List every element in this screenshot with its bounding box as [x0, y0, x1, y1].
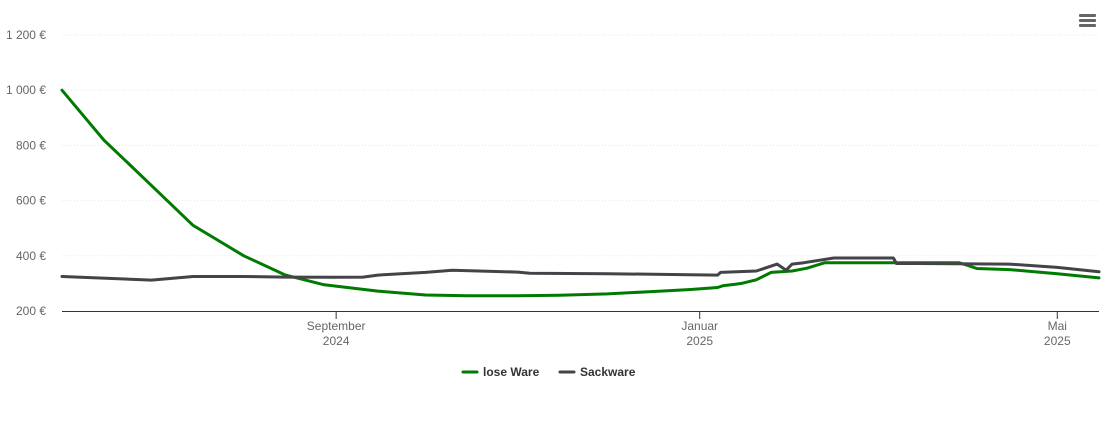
hamburger-menu-icon[interactable]	[1076, 10, 1100, 32]
x-tick-label-year: 2025	[686, 334, 713, 348]
y-tick-label: 600 €	[16, 194, 46, 208]
legend-label: Sackware	[580, 365, 636, 379]
y-tick-label: 800 €	[16, 138, 46, 152]
menu-bar-middle	[1079, 19, 1096, 22]
legend[interactable]: lose Ware Sackware	[461, 365, 636, 379]
x-tick-label-year: 2024	[323, 334, 350, 348]
series-line-sackware[interactable]	[60, 256, 1101, 282]
legend-label: lose Ware	[483, 365, 540, 379]
x-tick-label-month: September	[307, 319, 366, 333]
y-tick-label: 1 200 €	[6, 28, 46, 42]
legend-item-lose-ware[interactable]: lose Ware	[461, 365, 540, 379]
y-axis-tick-labels: 200 € 400 € 600 € 800 € 1 000 € 1 200 €	[6, 28, 46, 318]
menu-bar-top	[1079, 14, 1096, 17]
y-tick-label: 200 €	[16, 304, 46, 318]
x-tick-label-year: 2025	[1044, 334, 1071, 348]
legend-item-sackware[interactable]: Sackware	[558, 365, 636, 379]
y-tick-label: 1 000 €	[6, 83, 46, 97]
x-tick-label-month: Januar	[681, 319, 718, 333]
x-tick-label-month: Mai	[1048, 319, 1067, 333]
y-tick-label: 400 €	[16, 249, 46, 263]
series-lines	[60, 88, 1101, 298]
menu-bar-bottom	[1079, 24, 1096, 27]
grid-lines	[62, 34, 1099, 257]
